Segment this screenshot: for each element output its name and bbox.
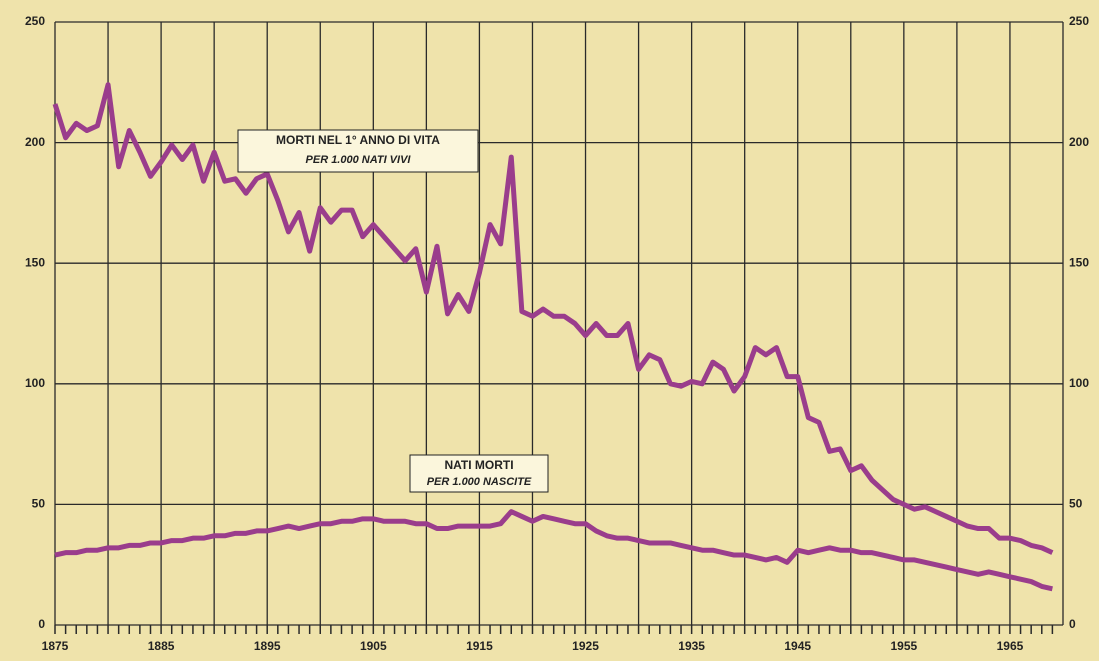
y-tick-label: 100 <box>25 376 45 390</box>
x-tick-label: 1955 <box>890 639 917 653</box>
series-note: PER 1.000 NATI VIVI <box>306 154 412 166</box>
series-label: NATI MORTI <box>444 458 513 472</box>
y-tick-label: 50 <box>32 497 46 511</box>
y2-tick-label: 0 <box>1069 617 1076 631</box>
series-label: MORTI NEL 1° ANNO DI VITA <box>276 133 440 147</box>
y-tick-label: 0 <box>38 617 45 631</box>
series-note: PER 1.000 NASCITE <box>427 476 532 488</box>
x-tick-label: 1965 <box>997 639 1024 653</box>
x-tick-label: 1935 <box>678 639 705 653</box>
x-tick-label: 1905 <box>360 639 387 653</box>
labels: 0 50 100 150 200 250 0 50 100 150 200 250 1875 1885 18… <box>25 14 1089 653</box>
y-tick-label: 200 <box>25 135 45 149</box>
y2-tick-label: 150 <box>1069 255 1089 269</box>
y2-tick-label: 200 <box>1069 135 1089 149</box>
y-tick-label: 250 <box>25 14 45 28</box>
annotation-box <box>237 129 479 173</box>
y2-tick-label: 100 <box>1069 376 1089 390</box>
y2-tick-label: 250 <box>1069 14 1089 28</box>
y-tick-label: 150 <box>25 255 45 269</box>
annotation-box <box>409 454 549 493</box>
x-tick-label: 1895 <box>254 639 281 653</box>
lines <box>52 82 1054 592</box>
x-tick-label: 1885 <box>148 639 175 653</box>
x-tick-label: 1875 <box>42 639 69 653</box>
series-line <box>52 82 1054 555</box>
x-tick-label: 1945 <box>784 639 811 653</box>
y2-tick-label: 50 <box>1069 497 1083 511</box>
series-line <box>54 509 1053 592</box>
x-tick-label: 1915 <box>466 639 493 653</box>
x-tick-label: 1925 <box>572 639 599 653</box>
